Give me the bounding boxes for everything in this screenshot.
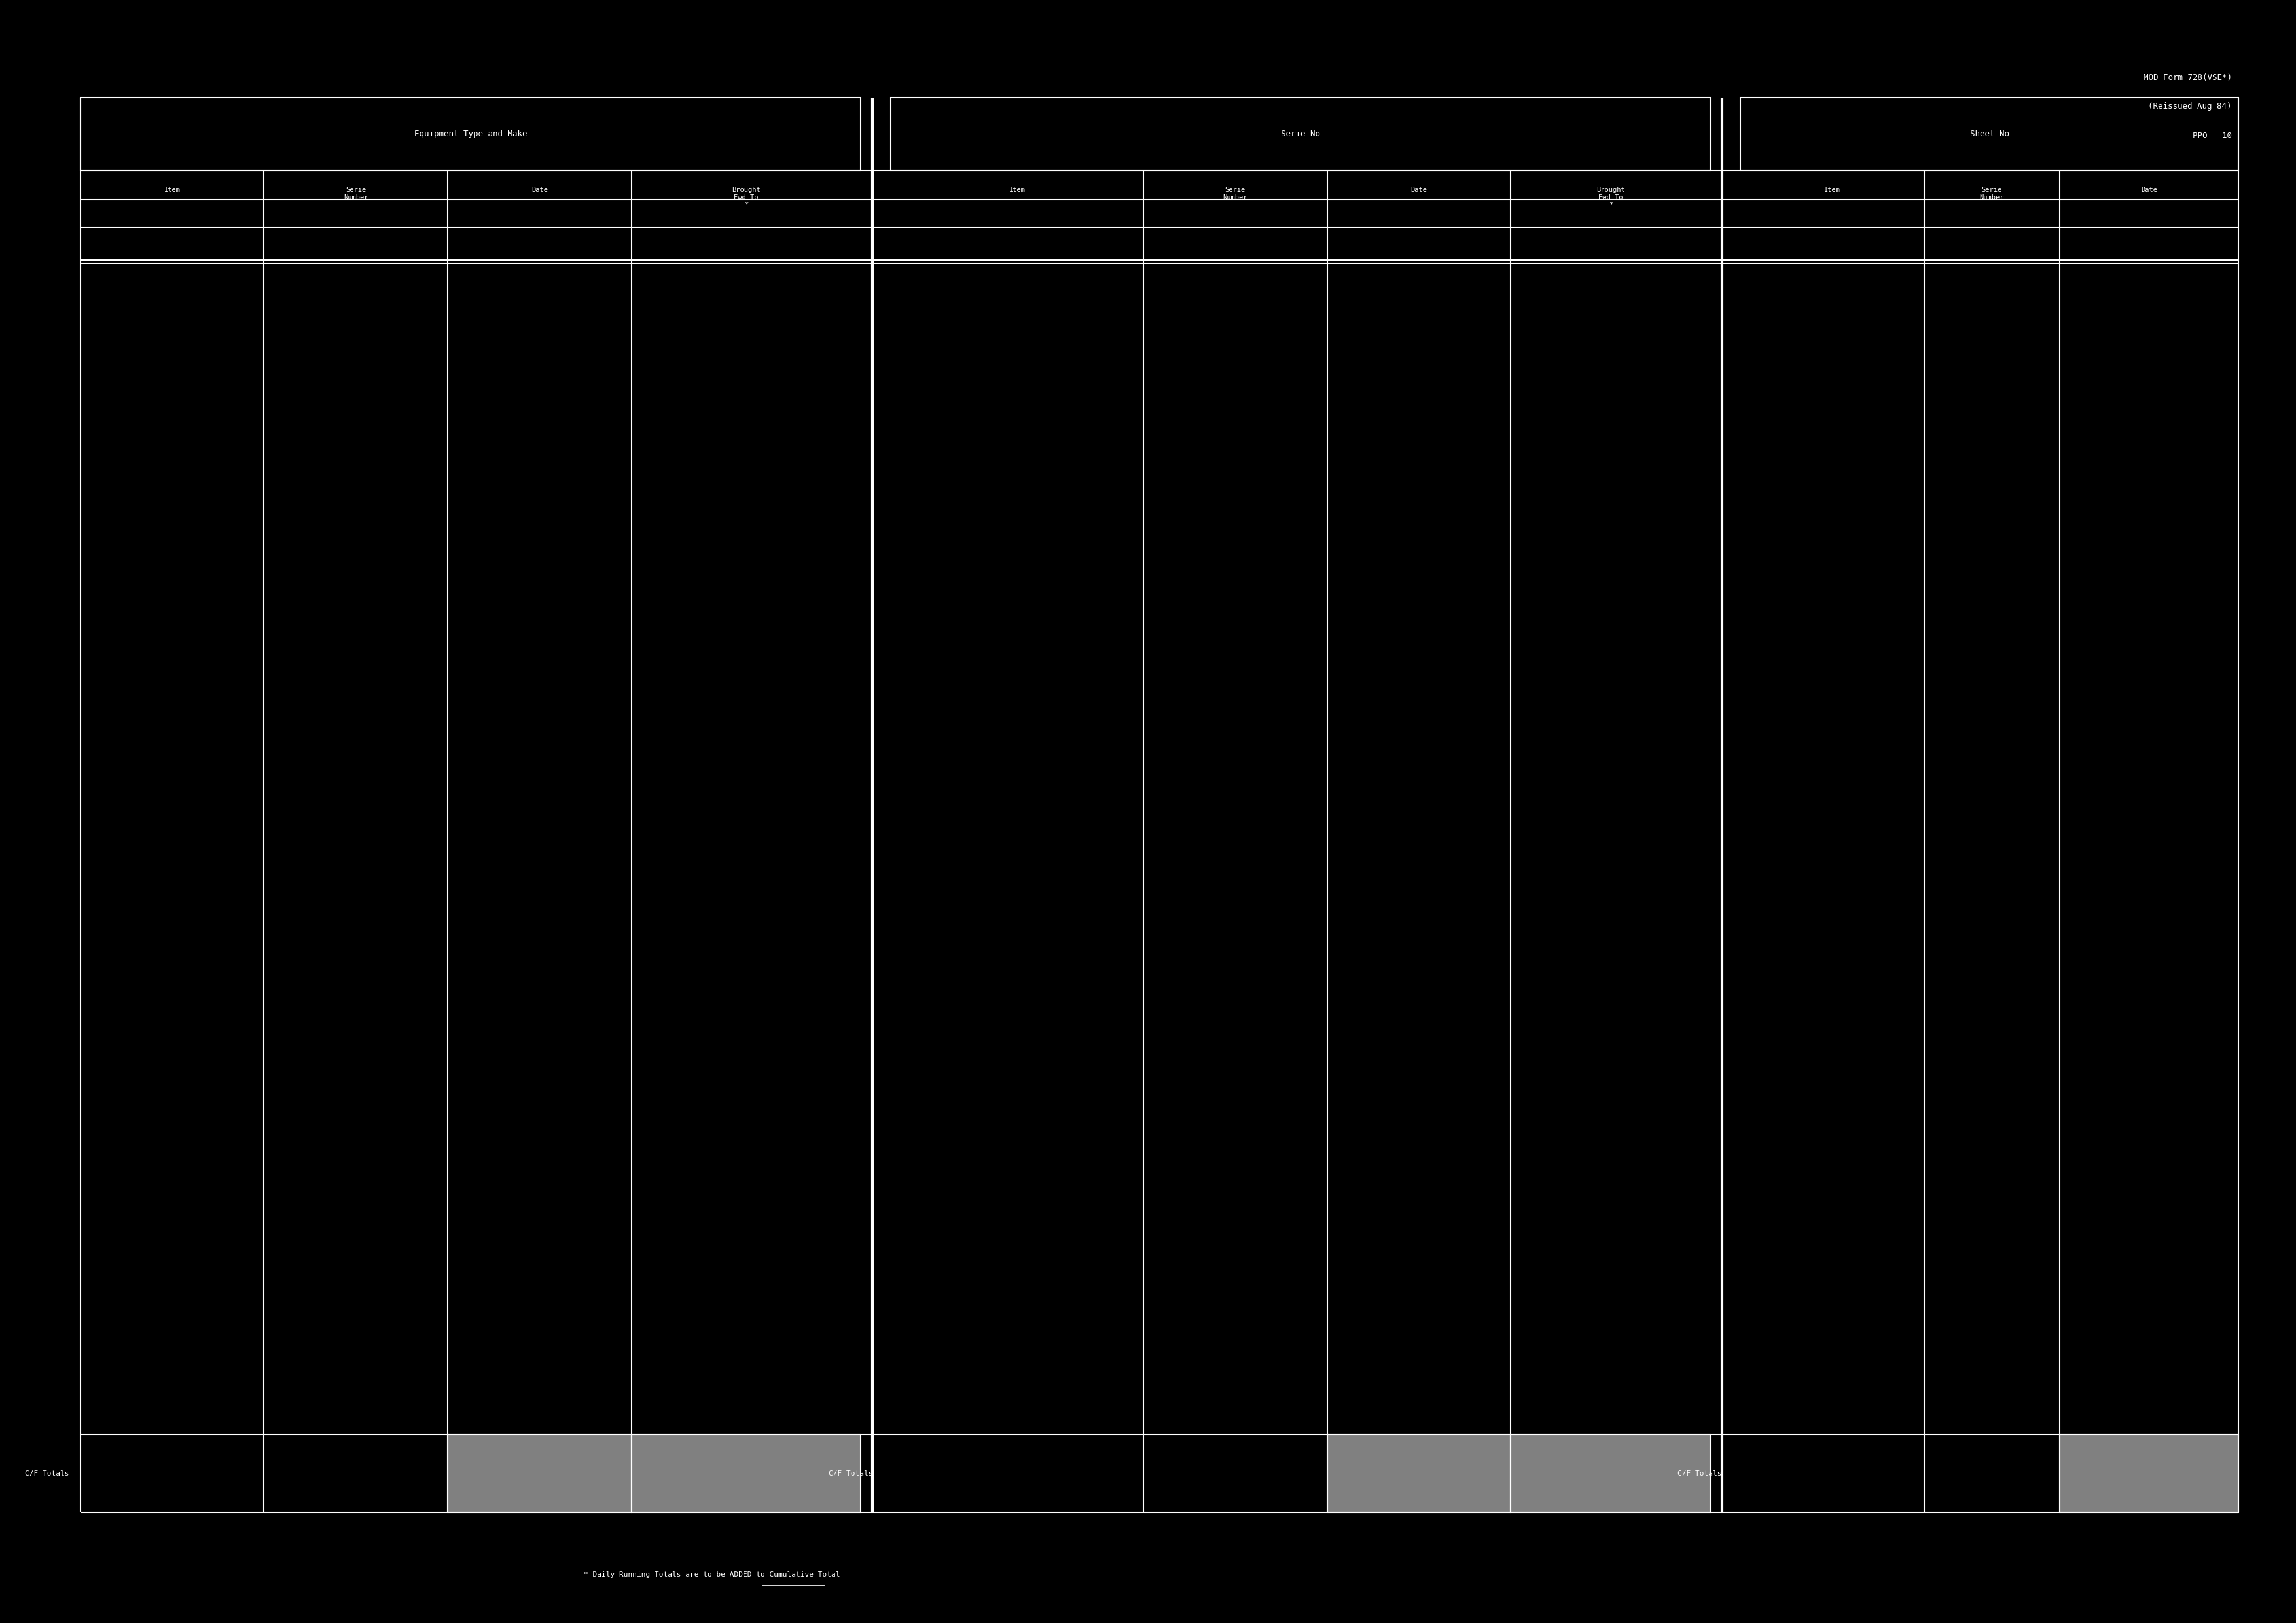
Text: Serie
Number: Serie Number [1979,187,2004,201]
Text: Equipment Type and Make: Equipment Type and Make [413,130,528,138]
Text: Brought
Fwd To
*: Brought Fwd To * [732,187,760,208]
Bar [631,1435,861,1513]
Text: Serie
Number: Serie Number [1224,187,1247,201]
Text: Serie
Number: Serie Number [344,187,367,201]
Text: PPO - 10: PPO - 10 [2193,131,2232,140]
Text: Date: Date [2140,187,2158,193]
Bar [2060,1435,2239,1513]
Text: Date: Date [530,187,549,193]
Text: Date: Date [1410,187,1428,193]
Text: Item: Item [1823,187,1841,193]
Bar [80,97,861,170]
Text: (Reissued Aug 84): (Reissued Aug 84) [2149,102,2232,110]
Text: Item: Item [1008,187,1026,193]
Bar [1327,1435,1511,1513]
Text: C/F Totals: C/F Totals [1678,1470,1722,1477]
Text: * Daily Running Totals are to be ADDED to Cumulative Total: * Daily Running Totals are to be ADDED t… [583,1571,840,1578]
Text: C/F Totals: C/F Totals [829,1470,872,1477]
Text: MOD Form 728(VSE*): MOD Form 728(VSE*) [2144,73,2232,81]
Bar [891,97,1711,170]
Text: Item: Item [163,187,181,193]
Text: Serie No: Serie No [1281,130,1320,138]
Bar [1511,1435,1711,1513]
Bar [1327,1435,1511,1513]
Bar [448,1435,631,1513]
Bar [1511,1435,1711,1513]
Text: C/F Totals: C/F Totals [25,1470,69,1477]
Bar [1740,97,2239,170]
Bar [448,1435,631,1513]
Text: Sheet No: Sheet No [1970,130,2009,138]
Text: Brought
Fwd To
*: Brought Fwd To * [1596,187,1626,208]
Bar [631,1435,861,1513]
Bar [2060,1435,2239,1513]
